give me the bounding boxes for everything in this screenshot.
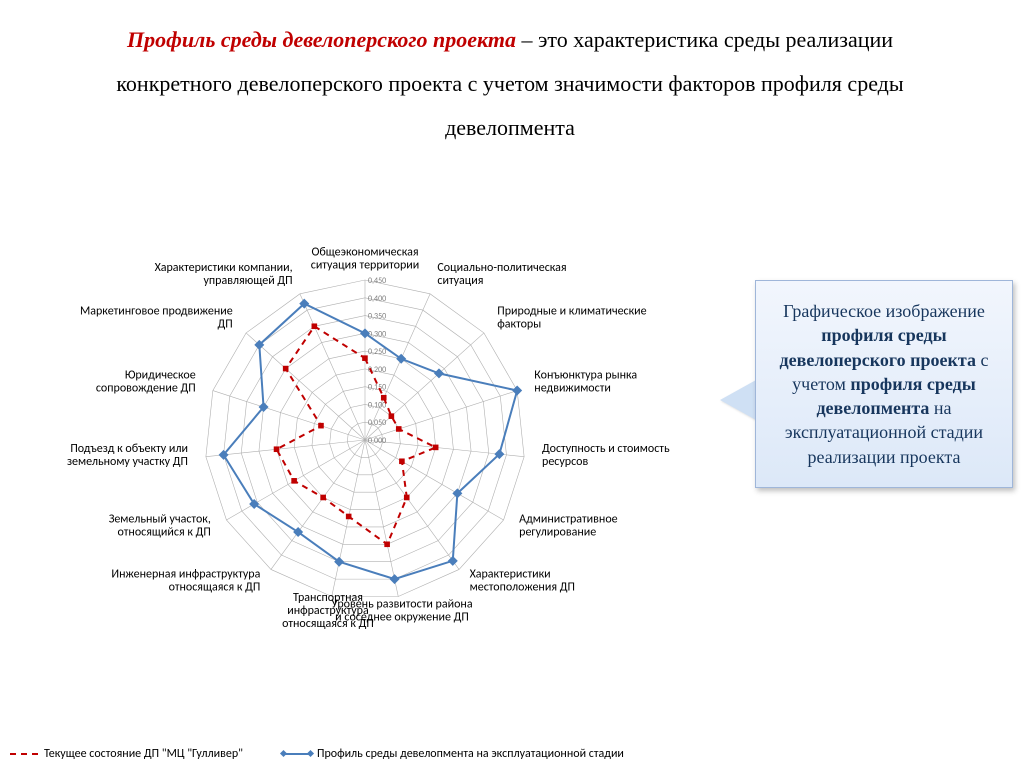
legend-swatch-dashed-icon [10,753,38,755]
title-term: Профиль среды девелоперского проекта [127,27,516,52]
legend-swatch-solid-icon [283,753,311,755]
svg-text:0,400: 0,400 [368,294,386,304]
svg-text:Социально-политическаяситуация: Социально-политическаяситуация [437,261,566,288]
callout-bold-1: профиля среды девелоперского проекта [780,325,976,369]
svg-text:0,000: 0,000 [368,436,386,446]
svg-text:Характеристики компании,управл: Характеристики компании,управляющей ДП [155,261,293,288]
page-title: Профиль среды девелоперского проекта – э… [70,18,950,150]
svg-text:Земельный участок,относящийся: Земельный участок,относящийся к ДП [109,513,211,540]
legend-label-1: Текущее состояние ДП "МЦ "Гулливер" [44,747,243,761]
slide: Профиль среды девелоперского проекта – э… [0,0,1024,767]
callout-text-1: Графическое изображение [783,301,985,321]
svg-text:0,150: 0,150 [368,383,386,393]
legend-item-1: Текущее состояние ДП "МЦ "Гулливер" [10,747,243,761]
svg-text:0,250: 0,250 [368,347,386,357]
svg-text:0,350: 0,350 [368,312,386,322]
legend-item-2: Профиль среды девелопмента на эксплуатац… [283,747,624,761]
svg-text:Доступность и стоимостьресурсо: Доступность и стоимостьресурсов [542,442,670,469]
svg-text:0,100: 0,100 [368,400,386,410]
svg-text:Природные и климатическиефакто: Природные и климатическиефакторы [497,304,646,331]
svg-text:Юридическоесопровождение ДП: Юридическоесопровождение ДП [96,368,196,395]
radar-chart: 0,0000,0500,1000,1500,2000,2500,3000,350… [0,170,730,730]
callout-arrow-icon [720,380,756,420]
svg-text:Конъюнктура рынканедвижимости: Конъюнктура рынканедвижимости [534,368,637,395]
legend-label-2: Профиль среды девелопмента на эксплуатац… [317,747,624,761]
svg-text:Маркетинговое продвижениеДП: Маркетинговое продвижениеДП [80,304,233,331]
svg-text:0,450: 0,450 [368,276,386,286]
chart-legend: Текущее состояние ДП "МЦ "Гулливер" Проф… [10,747,624,761]
radar-svg: 0,0000,0500,1000,1500,2000,2500,3000,350… [0,170,730,730]
callout-box: Графическое изображение профиля среды де… [755,280,1013,488]
svg-text:Подъезд к объекту илиземельном: Подъезд к объекту илиземельному участку … [67,442,188,469]
svg-text:Характеристикиместоположения Д: Характеристикиместоположения ДП [470,568,575,595]
svg-text:0,050: 0,050 [368,418,386,428]
svg-text:Административноерегулирование: Административноерегулирование [519,513,618,540]
svg-text:Инженерная инфраструктураотнос: Инженерная инфраструктураотносящаяся к Д… [111,568,260,595]
svg-text:Общеэкономическаяситуация терр: Общеэкономическаяситуация территории [311,246,420,273]
svg-text:Транспортнаяинфраструктураотно: Транспортнаяинфраструктураотносящаяся к … [282,591,374,631]
